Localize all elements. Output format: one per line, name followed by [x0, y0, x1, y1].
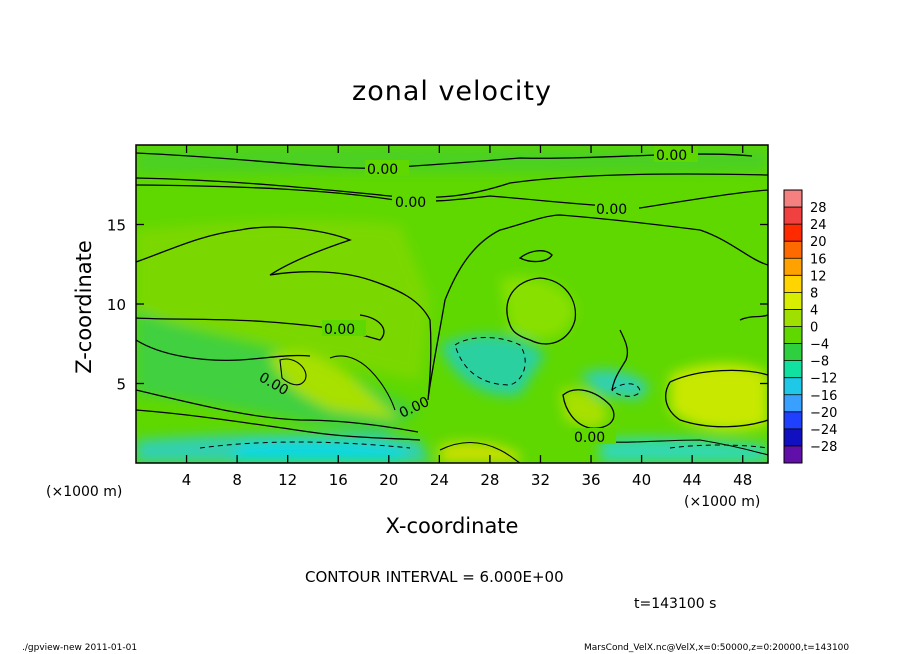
colorbar-swatch-12: [784, 394, 802, 413]
colorbar-label-8: −4: [810, 338, 829, 353]
colorbar-label-1: 24: [810, 218, 827, 233]
colorbar-label-10: −12: [810, 372, 837, 387]
y-tick-label-1: 10: [107, 296, 126, 314]
colorbar-label-9: −8: [810, 355, 829, 370]
colorbar-swatch-5: [784, 275, 802, 293]
contour-interval-label: CONTOUR INTERVAL = 6.000E+00: [305, 568, 564, 586]
contour-lines-negative: [199, 337, 768, 449]
x-tick-label-10: 44: [683, 471, 702, 489]
colorbar-label-7: 0: [810, 321, 818, 336]
colorbar-label-2: 20: [810, 235, 827, 250]
footer-left: ./gpview-new 2011-01-01: [22, 643, 138, 653]
heatmap-field: 0.00 0.00 0.00 0.00 0.00 0.00 0.00 0.00: [136, 145, 768, 463]
colorbar-label-5: 8: [810, 286, 818, 301]
contour-label-1: 0.00: [367, 162, 398, 178]
colorbar-swatch-1: [784, 207, 802, 225]
contour-lines: [136, 152, 768, 463]
colorbar-swatch-15: [784, 445, 802, 464]
colorbar-swatch-10: [784, 360, 802, 379]
x-axis: 4 8 12 16 20 24 28 32 36 40 44 48: [182, 145, 752, 489]
contour-label-5: 0.00: [324, 322, 355, 338]
x-axis-label: X-coordinate: [385, 514, 519, 538]
colorbar-label-12: −20: [810, 406, 837, 421]
colorbar-swatch-4: [784, 258, 802, 276]
x-tick-label-5: 24: [430, 471, 449, 489]
x-tick-label-2: 12: [278, 471, 297, 489]
x-tick-label-1: 8: [232, 471, 242, 489]
colorbar-swatch-9: [784, 343, 802, 362]
x-tick-label-8: 36: [581, 471, 600, 489]
colorbar-swatch-2: [784, 224, 802, 242]
colorbar-swatch-8: [784, 326, 802, 345]
x-tick-label-7: 32: [531, 471, 550, 489]
colorbar: 28 24 20 16 12 8 4 0 −4 −8 −12 −16 −20 −24 −28: [783, 189, 837, 464]
contour-label-2: 0.00: [395, 195, 426, 211]
colorbar-label-14: −28: [810, 440, 837, 455]
colorbar-label-13: −24: [810, 423, 837, 438]
y-axis: 5 10 15: [107, 217, 768, 394]
colorbar-swatch-13: [784, 411, 802, 430]
chart-title: zonal velocity: [352, 76, 552, 107]
colorbar-label-3: 16: [810, 252, 827, 267]
y-tick-label-2: 15: [107, 217, 126, 235]
x-tick-label-9: 40: [632, 471, 651, 489]
colorbar-swatch-7: [784, 309, 802, 327]
time-label: t=143100 s: [634, 596, 717, 612]
x-unit-label-left: (×1000 m): [46, 484, 123, 500]
x-unit-label-right: (×1000 m): [684, 494, 761, 510]
colorbar-swatch-14: [784, 428, 802, 447]
colorbar-swatch-0: [784, 190, 802, 208]
colorbar-label-4: 12: [810, 269, 827, 284]
x-tick-label-0: 4: [182, 471, 192, 489]
colorbar-label-11: −16: [810, 389, 837, 404]
colorbar-swatch-6: [784, 292, 802, 310]
x-tick-label-11: 48: [733, 471, 752, 489]
colorbar-label-6: 4: [810, 303, 818, 318]
x-tick-label-3: 16: [329, 471, 348, 489]
y-tick-label-0: 5: [116, 376, 126, 394]
contour-label-4: 0.00: [596, 202, 627, 218]
x-tick-label-4: 20: [379, 471, 398, 489]
contour-label-3: 0.00: [656, 148, 687, 164]
colorbar-swatch-3: [784, 241, 802, 259]
x-tick-label-6: 28: [480, 471, 499, 489]
colorbar-swatch-11: [784, 377, 802, 396]
field-shading: [136, 145, 768, 463]
colorbar-label-0: 28: [810, 201, 827, 216]
footer-right: MarsCond_VelX.nc@VelX,x=0:50000,z=0:2000…: [584, 643, 850, 653]
contour-label-8: 0.00: [574, 430, 605, 446]
